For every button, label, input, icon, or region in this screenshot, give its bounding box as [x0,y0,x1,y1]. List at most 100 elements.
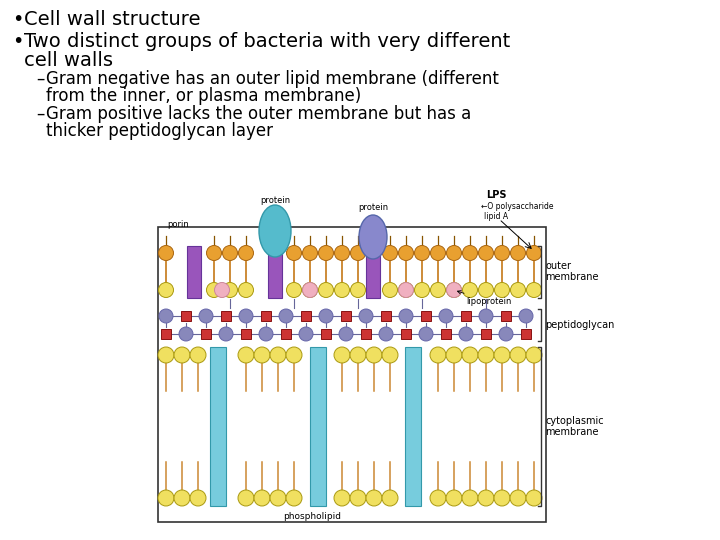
Ellipse shape [222,246,238,260]
Ellipse shape [419,327,433,341]
Ellipse shape [286,490,302,506]
Ellipse shape [287,282,302,298]
Ellipse shape [494,347,510,363]
Text: lipoprotein: lipoprotein [457,291,511,306]
Bar [461,310,472,321]
Bar [261,310,271,321]
Text: –: – [36,70,45,88]
Ellipse shape [335,282,349,298]
Text: cytoplasmic
membrane: cytoplasmic membrane [545,416,603,437]
Bar [301,310,311,321]
Bar [210,347,226,506]
Bar [401,329,411,339]
Ellipse shape [259,205,291,257]
Ellipse shape [415,282,430,298]
Ellipse shape [319,309,333,323]
Ellipse shape [462,246,477,260]
Text: peptidoglycan: peptidoglycan [545,320,614,330]
Bar [320,329,331,339]
Text: from the inner, or plasma membrane): from the inner, or plasma membrane) [46,87,361,105]
Bar [481,329,491,339]
Text: protein: protein [260,196,290,205]
Bar [366,246,380,298]
Ellipse shape [179,327,193,341]
Ellipse shape [318,246,333,260]
Ellipse shape [270,347,286,363]
Bar [161,329,171,339]
Ellipse shape [238,282,253,298]
Ellipse shape [499,327,513,341]
Ellipse shape [334,347,350,363]
Ellipse shape [335,246,349,260]
Bar [420,310,431,321]
Ellipse shape [382,347,398,363]
Bar [221,310,231,321]
Ellipse shape [158,246,174,260]
Ellipse shape [302,246,318,260]
Ellipse shape [174,347,190,363]
Bar [181,310,192,321]
Ellipse shape [215,282,230,298]
Ellipse shape [526,347,542,363]
Ellipse shape [382,246,397,260]
Ellipse shape [494,490,510,506]
Ellipse shape [478,347,494,363]
Ellipse shape [287,246,302,260]
Ellipse shape [446,282,462,298]
Ellipse shape [431,246,446,260]
Ellipse shape [359,215,387,259]
Ellipse shape [510,246,526,260]
Text: –: – [36,105,45,123]
Ellipse shape [415,246,430,260]
Ellipse shape [299,327,313,341]
Ellipse shape [190,490,206,506]
Ellipse shape [238,347,254,363]
Ellipse shape [254,490,270,506]
Ellipse shape [398,282,413,298]
Ellipse shape [359,309,373,323]
Bar [240,329,251,339]
Text: porin: porin [167,220,189,229]
Ellipse shape [526,246,541,260]
Bar [310,347,326,506]
Ellipse shape [526,490,542,506]
Ellipse shape [430,490,446,506]
Bar [361,329,372,339]
Ellipse shape [318,282,333,298]
Text: •: • [12,10,23,29]
Text: Gram positive lacks the outer membrane but has a: Gram positive lacks the outer membrane b… [46,105,472,123]
Bar [405,347,421,506]
Ellipse shape [495,282,510,298]
Ellipse shape [302,282,318,298]
Ellipse shape [479,246,493,260]
Text: thicker peptidoglycan layer: thicker peptidoglycan layer [46,122,273,140]
Bar [341,310,351,321]
Ellipse shape [510,347,526,363]
Text: ←O polysaccharide: ←O polysaccharide [481,202,554,211]
Ellipse shape [350,490,366,506]
Ellipse shape [398,246,413,260]
Ellipse shape [439,309,453,323]
Ellipse shape [254,347,270,363]
Ellipse shape [446,246,462,260]
Text: lipid A: lipid A [484,212,508,221]
Ellipse shape [286,347,302,363]
Ellipse shape [479,282,493,298]
Ellipse shape [351,282,366,298]
Ellipse shape [279,309,293,323]
Ellipse shape [158,490,174,506]
Ellipse shape [270,490,286,506]
Text: protein: protein [358,203,388,212]
Ellipse shape [431,282,446,298]
Ellipse shape [510,282,526,298]
Ellipse shape [350,347,366,363]
Ellipse shape [459,327,473,341]
Bar [500,310,511,321]
Ellipse shape [174,490,190,506]
Ellipse shape [479,309,493,323]
Ellipse shape [526,282,541,298]
Ellipse shape [446,490,462,506]
Ellipse shape [382,282,397,298]
Bar [268,246,282,298]
Ellipse shape [478,490,494,506]
